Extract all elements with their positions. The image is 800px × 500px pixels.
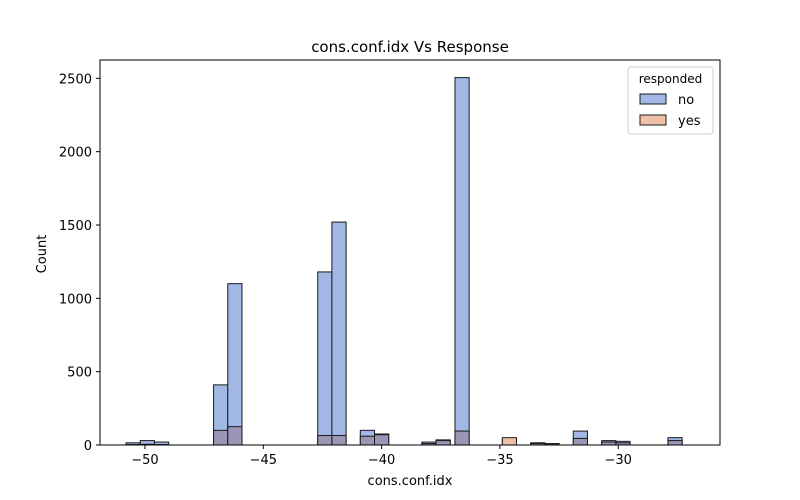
x-tick-label-2: −40 [368,453,395,468]
y-tick-label-2: 1000 [59,292,92,307]
bar-yes-4 [227,426,243,446]
chart-title: cons.conf.idx Vs Response [311,38,509,56]
bars-layer [125,77,683,446]
legend-label-yes: yes [678,114,701,129]
plot-frame [99,59,721,446]
bar-no-6 [331,221,347,446]
bar-yes-6 [331,434,347,446]
y-axis-label: Count [35,235,50,274]
bar-no-11 [454,77,470,446]
y-tick-label-1: 500 [67,366,92,381]
bar-yes-18 [667,440,683,446]
bar-yes-5 [317,434,333,446]
bar-yes-10 [435,440,451,446]
legend-swatch-yes [639,114,667,126]
bar-yes-11 [454,430,470,446]
x-tick-label-3: −35 [486,453,513,468]
legend: responded no yes [627,66,714,135]
x-tick-label-1: −45 [250,453,277,468]
y-tick-label-4: 2000 [59,146,92,161]
bar-no-4 [227,283,243,446]
legend-title: responded [639,72,703,86]
y-tick-label-0: 0 [84,439,92,454]
bar-yes-8 [374,434,390,446]
y-tick-label-5: 2500 [59,72,92,87]
legend-swatch-no [639,93,667,105]
bar-no-5 [317,271,333,446]
bar-yes-12 [501,437,517,446]
x-tick-label-0: −50 [131,453,158,468]
bar-yes-15 [572,437,588,446]
bar-yes-3 [213,429,229,446]
y-tick-label-3: 1500 [59,219,92,234]
axes-layer: −50 −45 −40 −35 −30 0 500 1000 1500 2000 2500 [59,59,721,468]
bar-yes-7 [359,435,376,446]
x-tick-label-4: −30 [605,453,632,468]
legend-label-no: no [678,93,694,108]
x-axis-label: cons.conf.idx [368,474,453,489]
